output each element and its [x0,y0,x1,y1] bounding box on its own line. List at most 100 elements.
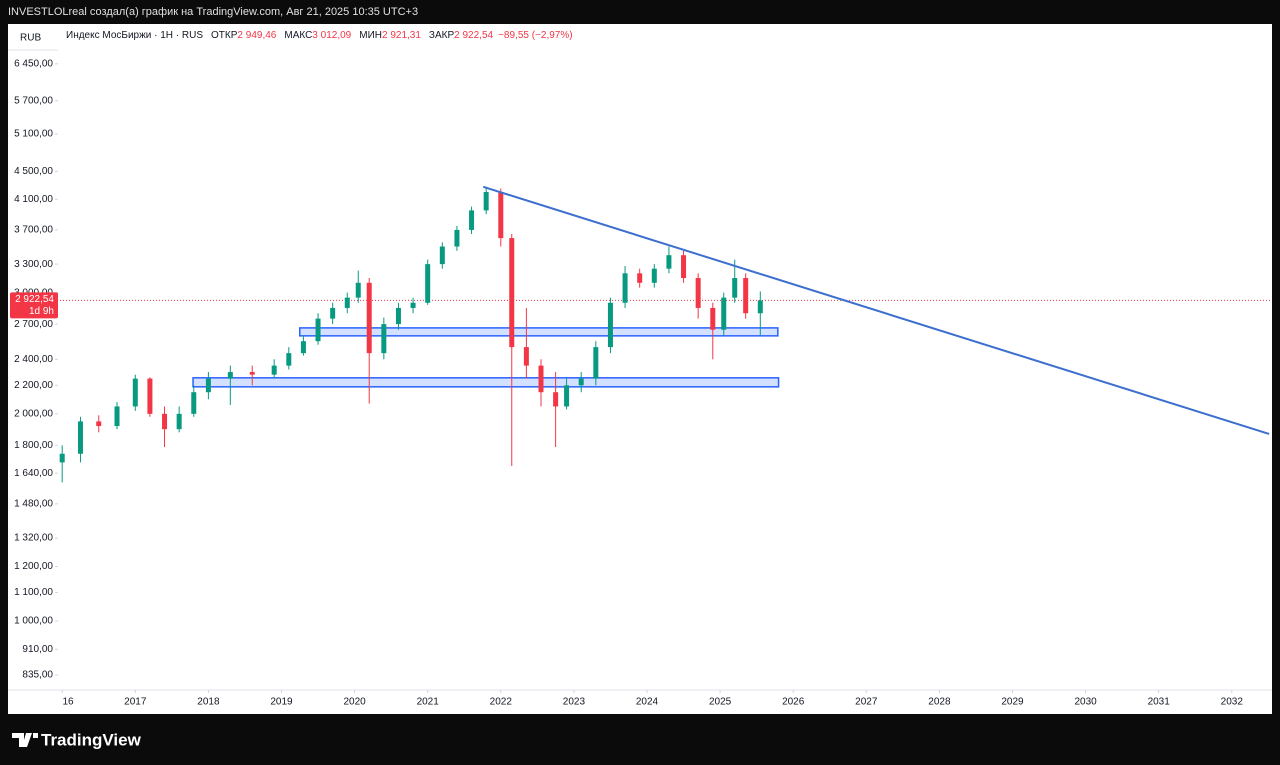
x-tick-label: 2020 [343,697,366,708]
candle-body [498,192,504,239]
price-tag-countdown: 1d 9h [29,306,54,317]
ohlc-label: МАКС [284,30,312,41]
x-tick-label: 2018 [197,697,220,708]
candle-body [622,273,628,303]
y-tick-label: 2 700,00 [14,319,53,330]
candle-body [59,453,65,463]
candle-body [96,421,102,427]
candle-body [366,282,372,354]
candle-body [578,378,584,386]
price-tag [10,292,58,319]
y-tick-label: 3 700,00 [14,225,53,236]
zone [192,377,780,388]
x-tick-label: 2026 [782,697,805,708]
candle-body [695,278,701,308]
x-tick-label: 2017 [124,697,147,708]
candle-body [205,378,211,393]
candle-body [77,421,83,454]
axes: 835,00 910,00 1 000,00 1 100,00 1 200,00 1 32… [10,58,1244,708]
candle-body [509,238,515,348]
candle-body [757,300,763,314]
y-tick-label: 2 200,00 [14,380,53,391]
y-tick-label: 1 480,00 [14,498,53,509]
candle-body [344,297,350,308]
y-tick-label: 910,00 [22,644,53,655]
header: INVESTLOLreal создал(а) график на Tradin… [8,6,418,18]
candle-body [483,192,489,211]
candle-body [176,413,182,430]
candle-body [162,413,168,430]
candle-body [721,297,727,330]
y-tick-label: 4 100,00 [14,194,53,205]
legend-text: Индекс МосБиржи · 1Н · RUS ОТКР2 949,46 МА… [66,30,573,41]
x-tick-label: 2021 [417,697,440,708]
ohlc-value: 3 012,09 [312,30,351,41]
legend: Индекс МосБиржи · 1Н · RUS ОТКР2 949,46 МА… [66,30,573,41]
candle-body [454,229,460,247]
y-tick-label: 1 000,00 [14,616,53,627]
currency: RUB [20,33,41,44]
candle-body [439,246,445,265]
candle-body [147,378,153,414]
candle-body [651,268,657,283]
y-tick-label: 1 640,00 [14,468,53,479]
candle-body [425,264,431,303]
candle-body [300,341,306,354]
zone [299,327,779,337]
x-tick-label: 2027 [855,697,878,708]
candle-body [469,210,475,230]
candle-body [637,273,643,283]
candle-body [315,318,321,342]
candle-body [355,282,361,298]
y-tick-label: 5 100,00 [14,129,53,140]
candle-body [743,278,749,314]
x-tick-label: 2022 [490,697,513,708]
y-tick-label: 4 500,00 [14,166,53,177]
ohlc-label: ОТКР [211,30,238,41]
x-tick-label: 2023 [563,697,586,708]
y-tick-label: 2 000,00 [14,408,53,419]
candle-body [227,372,233,379]
candle-body [710,307,716,330]
candle-body [681,255,687,279]
candle-body [410,302,416,308]
candle-body [114,406,120,427]
y-tick-label: 1 100,00 [14,587,53,598]
x-tick-label: 2025 [709,697,732,708]
ohlc-value: 2 922,54 [454,30,493,41]
candle-body [330,307,336,319]
candle-body [593,347,599,379]
symbol: Индекс МосБиржи · 1Н · RUS [66,30,203,41]
x-tick-label: 2024 [636,697,659,708]
x-tick-label: 2029 [1001,697,1024,708]
change: −89,55 (−2,97%) [498,30,573,41]
ohlc-label: МИН [359,30,382,41]
x-tick-label: 2031 [1148,697,1171,708]
y-tick-label: 1 800,00 [14,440,53,451]
price-tag-value: 2 922,54 [15,294,54,305]
y-tick-label: 1 320,00 [14,533,53,544]
y-tick-label: 3 300,00 [14,259,53,270]
candle-body [249,372,255,375]
candle-body [732,278,738,298]
candle-body [191,392,197,414]
y-tick-label: 2 400,00 [14,354,53,365]
y-tick-label: 835,00 [22,670,53,681]
ohlc-value: 2 949,46 [237,30,276,41]
ohlc-label: ЗАКР [429,30,455,41]
x-tick-label: 2032 [1221,697,1244,708]
logo: TradingView [12,730,142,749]
x-tick-label: 16 [62,697,74,708]
y-tick-label: 1 200,00 [14,561,53,572]
x-tick-label: 2028 [928,697,951,708]
candle-body [553,392,559,407]
candle-body [395,307,401,325]
trendline [482,185,1270,435]
x-tick-label: 2019 [270,697,293,708]
candle-body [271,365,277,375]
logo-text: TradingView [41,730,142,749]
candle-body [381,324,387,354]
candle-body [132,378,138,407]
